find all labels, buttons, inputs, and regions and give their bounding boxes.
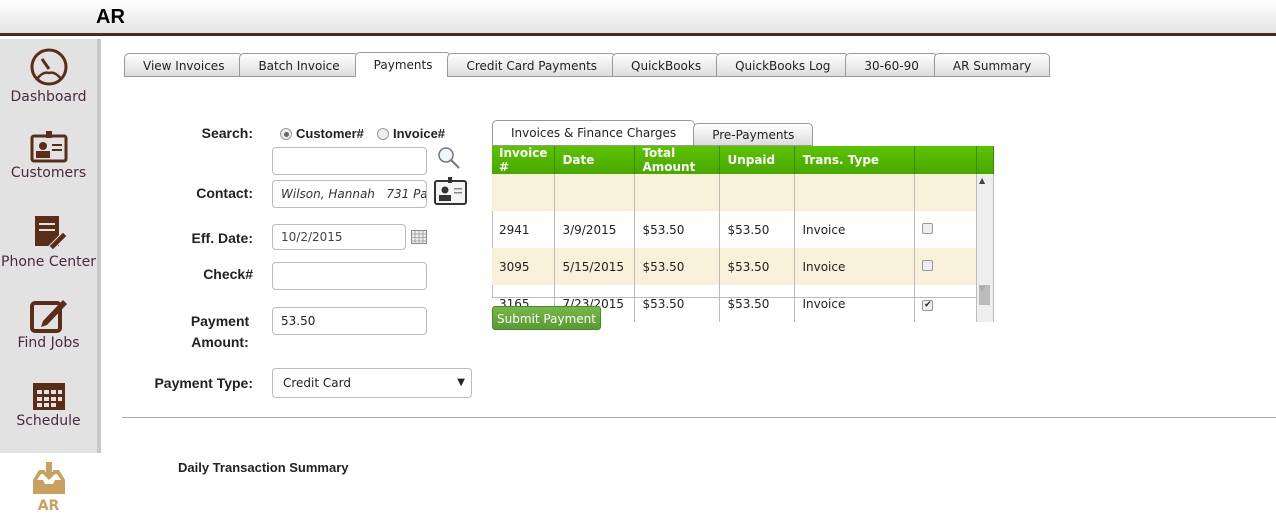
- cell-total: $53.50: [634, 285, 721, 322]
- invoice-table: Invoice # Date Total Amount Unpaid Trans…: [492, 146, 994, 322]
- page-title: AR: [96, 6, 125, 28]
- sidebar-item-customers[interactable]: Customers: [0, 131, 97, 181]
- main-tabs: View Invoices Batch Invoice Payments Cre…: [124, 52, 1051, 77]
- sidebar: Dashboard Customers Phone Center Find Jo…: [0, 39, 101, 453]
- table-row-partial: [492, 174, 994, 211]
- sidebar-item-label: Find Jobs: [17, 335, 80, 351]
- sidebar-item-dashboard[interactable]: Dashboard: [0, 47, 97, 105]
- payment-amount-field[interactable]: 53.50: [272, 307, 427, 335]
- eff-date-field[interactable]: 10/2/2015: [272, 224, 406, 250]
- column-header: Unpaid: [719, 146, 796, 174]
- cell-unpaid: $53.50: [719, 285, 796, 322]
- tab-pre-payments[interactable]: Pre-Payments: [693, 123, 814, 146]
- search-input[interactable]: [272, 147, 427, 175]
- column-header: Date: [554, 146, 636, 174]
- chevron-down-icon: ▼: [457, 377, 465, 388]
- table-row[interactable]: 3095 5/15/2015 $53.50 $53.50 Invoice: [492, 248, 994, 285]
- column-header: Trans. Type: [794, 146, 916, 174]
- notepad-phone-icon: [34, 216, 68, 251]
- cell-date: 3/9/2015: [554, 211, 636, 248]
- cell-invoice: 2941: [492, 211, 556, 248]
- divider: [122, 417, 1276, 418]
- cell-type: Invoice: [794, 248, 916, 285]
- tab-quickbooks[interactable]: QuickBooks: [612, 53, 721, 77]
- sidebar-item-ar[interactable]: AR: [0, 462, 97, 514]
- cell-total: $53.50: [634, 211, 721, 248]
- submit-payment-button[interactable]: Submit Payment: [492, 306, 601, 330]
- cell-total: $53.50: [634, 248, 721, 285]
- search-icon[interactable]: [437, 146, 461, 170]
- payment-type-value: Credit Card: [283, 376, 351, 390]
- cell-type: Invoice: [794, 211, 916, 248]
- sidebar-item-phone-center[interactable]: Phone Center: [0, 214, 97, 270]
- gauge-icon: [30, 48, 67, 86]
- tab-invoices-finance-charges[interactable]: Invoices & Finance Charges: [492, 120, 696, 146]
- scroll-down-icon[interactable]: ▼: [979, 284, 986, 293]
- sidebar-item-label: Dashboard: [10, 89, 87, 105]
- radio-customer-label: Customer#: [296, 126, 364, 141]
- tab-batch-invoice[interactable]: Batch Invoice: [239, 53, 359, 77]
- tab-quickbooks-log[interactable]: QuickBooks Log: [716, 53, 850, 77]
- scrollbar-thumb[interactable]: [979, 285, 991, 305]
- sub-tabs: Invoices & Finance Charges Pre-Payments: [492, 120, 814, 146]
- sidebar-item-schedule[interactable]: Schedule: [0, 379, 97, 429]
- search-label: Search:: [201, 125, 253, 141]
- column-header: [976, 146, 994, 174]
- payment-amount-label-line: Payment: [190, 313, 250, 329]
- summary-title: Daily Transaction Summary: [178, 460, 349, 475]
- column-header: Invoice #: [492, 146, 556, 174]
- check-field[interactable]: [272, 262, 427, 290]
- sidebar-item-label: AR: [37, 498, 60, 514]
- payment-type-label: Payment Type:: [154, 375, 253, 391]
- tab-payments[interactable]: Payments: [354, 52, 452, 77]
- radio-customer[interactable]: Customer#: [280, 126, 364, 141]
- contact-field[interactable]: Wilson, Hannah 731 Padd.: [272, 180, 427, 208]
- inbox-download-icon: [32, 462, 65, 494]
- radio-invoice[interactable]: Invoice#: [377, 126, 445, 141]
- calendar-picker-icon[interactable]: [411, 230, 427, 244]
- radio-invoice-label: Invoice#: [393, 126, 446, 141]
- edit-icon: [29, 300, 67, 333]
- table-row[interactable]: 3165 7/23/2015 $53.50 $53.50 Invoice ✔: [492, 285, 994, 322]
- sidebar-item-label: Schedule: [16, 413, 81, 429]
- tab-credit-card-payments[interactable]: Credit Card Payments: [447, 53, 617, 77]
- tab-view-invoices[interactable]: View Invoices: [124, 53, 244, 77]
- sidebar-item-label: Phone Center: [1, 254, 96, 270]
- top-bar: AR: [0, 0, 1276, 36]
- column-header: Total Amount: [634, 146, 721, 174]
- tab-30-60-90[interactable]: 30-60-90: [845, 53, 938, 77]
- sidebar-item-find-jobs[interactable]: Find Jobs: [0, 297, 97, 351]
- cell-invoice: 3095: [492, 248, 556, 285]
- row-checkbox-checked[interactable]: ✔: [922, 300, 934, 311]
- payment-type-select[interactable]: Credit Card ▼: [272, 368, 472, 398]
- payment-amount-label: Payment Amount:: [180, 311, 260, 353]
- check-label: Check#: [203, 266, 253, 282]
- eff-date-label: Eff. Date:: [191, 230, 253, 246]
- calendar-icon: [32, 383, 65, 410]
- cell-unpaid: $53.50: [719, 211, 796, 248]
- id-card-icon: [30, 131, 67, 163]
- contact-label: Contact:: [196, 185, 253, 201]
- cell-date: 5/15/2015: [554, 248, 636, 285]
- scroll-up-icon[interactable]: ▲: [979, 176, 986, 185]
- table-row[interactable]: 2941 3/9/2015 $53.50 $53.50 Invoice: [492, 211, 994, 248]
- row-checkbox[interactable]: [922, 259, 934, 271]
- row-checkbox[interactable]: [922, 222, 934, 234]
- cell-type: Invoice: [794, 285, 916, 322]
- contact-card-icon[interactable]: [434, 177, 467, 205]
- sidebar-item-label: Customers: [10, 165, 87, 181]
- column-header: [914, 146, 978, 174]
- payment-amount-label-line: Amount:: [191, 334, 249, 350]
- tab-ar-summary[interactable]: AR Summary: [933, 53, 1051, 77]
- cell-unpaid: $53.50: [719, 248, 796, 285]
